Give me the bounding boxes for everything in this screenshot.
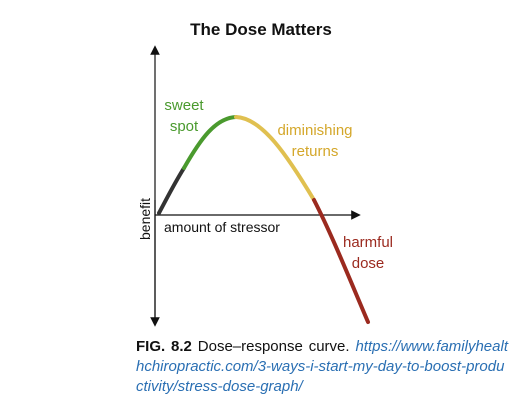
figure-caption: FIG. 8.2 Dose–response curve. https://ww… (136, 337, 508, 397)
region-label-diminishing-line2: returns (292, 143, 339, 160)
y-axis-label: benefit (137, 198, 153, 240)
region-label-sweet-spot-line2: spot (170, 118, 199, 135)
curve-harmful-segment (312, 198, 370, 324)
curve-diminishing-segment (234, 115, 316, 202)
region-label-diminishing-line1: diminishing (277, 122, 352, 139)
caption-url-link[interactable]: https://www.familyhealthchiropractic.com… (136, 338, 508, 395)
curve-sweet-spot-segment (182, 115, 238, 170)
caption-text: Dose–response curve. (197, 338, 350, 355)
curve-rise-segment (157, 166, 186, 215)
region-label-harmful-line2: dose (352, 255, 385, 272)
x-axis-label: amount of stressor (164, 219, 280, 235)
region-label-sweet-spot-line1: sweet (164, 97, 204, 114)
region-label-harmful-line1: harmful (343, 234, 393, 251)
caption-fig-label: FIG. 8.2 (136, 338, 192, 355)
figure-title: The Dose Matters (190, 20, 332, 39)
